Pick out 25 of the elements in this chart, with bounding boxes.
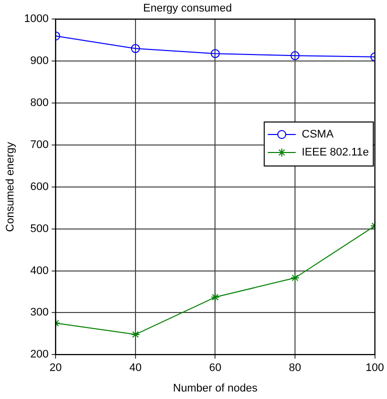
y-axis-title: Consumed energy <box>4 141 17 232</box>
y-tick-label: 500 <box>30 222 49 235</box>
x-tick-label: 40 <box>129 362 142 374</box>
legend-label: IEEE 802.11e <box>302 146 369 159</box>
point <box>290 273 300 282</box>
x-tick-label: 100 <box>366 362 384 374</box>
chart-title: Energy consumed <box>143 2 232 15</box>
x-tick-label: 20 <box>50 362 62 374</box>
x-tick-label: 80 <box>288 362 302 374</box>
x-axis-title: Number of nodes <box>173 382 258 394</box>
point <box>210 49 220 58</box>
y-tick-label: 600 <box>30 180 49 193</box>
x-tick-label: 60 <box>209 362 222 374</box>
y-tick-label: 1000 <box>24 13 49 26</box>
y-tick-label: 700 <box>30 139 49 152</box>
y-tick-label: 400 <box>30 264 49 277</box>
y-tick-label: 900 <box>30 55 49 68</box>
point <box>130 330 140 339</box>
legend-label: CSMA <box>302 128 334 141</box>
point <box>210 292 220 302</box>
y-tick-label: 800 <box>30 97 49 110</box>
point <box>130 44 140 54</box>
y-tick-label: 200 <box>30 348 49 361</box>
y-tick-label: 300 <box>30 306 49 319</box>
point <box>290 51 300 60</box>
